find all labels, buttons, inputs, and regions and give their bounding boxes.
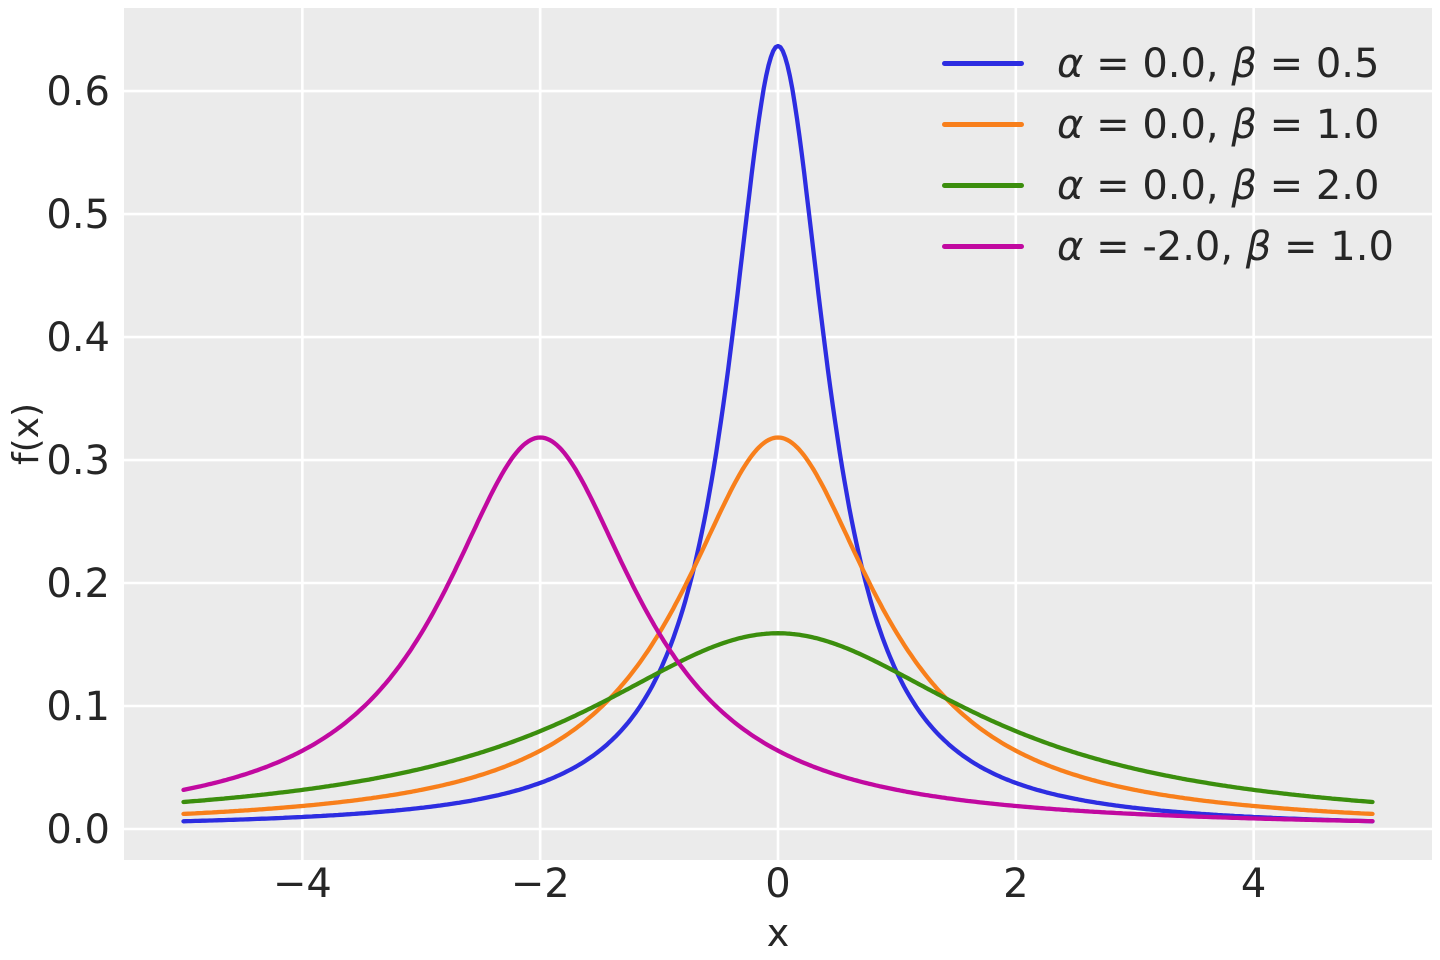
legend-line-swatch <box>942 61 1024 66</box>
legend-item: α = -2.0, β = 1.0 <box>942 216 1394 277</box>
legend-item-label: α = 0.0, β = 1.0 <box>1057 101 1380 148</box>
legend-item: α = 0.0, β = 2.0 <box>942 155 1394 216</box>
x-tick-label: 2 <box>1003 861 1028 907</box>
x-axis-label: x <box>767 911 790 955</box>
legend-line-swatch <box>942 244 1024 249</box>
curve-alpha-0.0-beta-2.0 <box>181 631 1375 805</box>
y-tick-label: 0.3 <box>46 438 110 484</box>
legend-item-label: α = 0.0, β = 2.0 <box>1057 162 1380 209</box>
y-tick-label: 0.6 <box>46 69 110 115</box>
legend-item: α = 0.0, β = 0.5 <box>942 33 1394 94</box>
legend-item-label: α = -2.0, β = 1.0 <box>1057 223 1394 270</box>
legend: α = 0.0, β = 0.5 α = 0.0, β = 1.0 α = 0.… <box>942 33 1394 277</box>
y-tick-label: 0.0 <box>46 807 110 853</box>
y-tick-label: 0.5 <box>46 192 110 238</box>
x-tick-label: 4 <box>1241 861 1266 907</box>
legend-line-swatch <box>942 183 1024 188</box>
legend-line-swatch <box>942 122 1024 127</box>
y-tick-label: 0.4 <box>46 315 110 361</box>
y-tick-label: 0.2 <box>46 561 110 607</box>
curve-alpha--2.0-beta-1.0 <box>181 435 1375 824</box>
curve-alpha-0.0-beta-1.0 <box>181 435 1375 817</box>
legend-item-label: α = 0.0, β = 0.5 <box>1057 40 1380 87</box>
x-tick-label: 0 <box>765 861 790 907</box>
x-tick-label: −2 <box>511 861 570 907</box>
x-tick-label: −4 <box>273 861 332 907</box>
y-axis-label: f(x) <box>6 403 47 465</box>
curve-alpha-0.0-beta-0.5 <box>181 43 1375 824</box>
legend-item: α = 0.0, β = 1.0 <box>942 94 1394 155</box>
y-tick-label: 0.1 <box>46 684 110 730</box>
